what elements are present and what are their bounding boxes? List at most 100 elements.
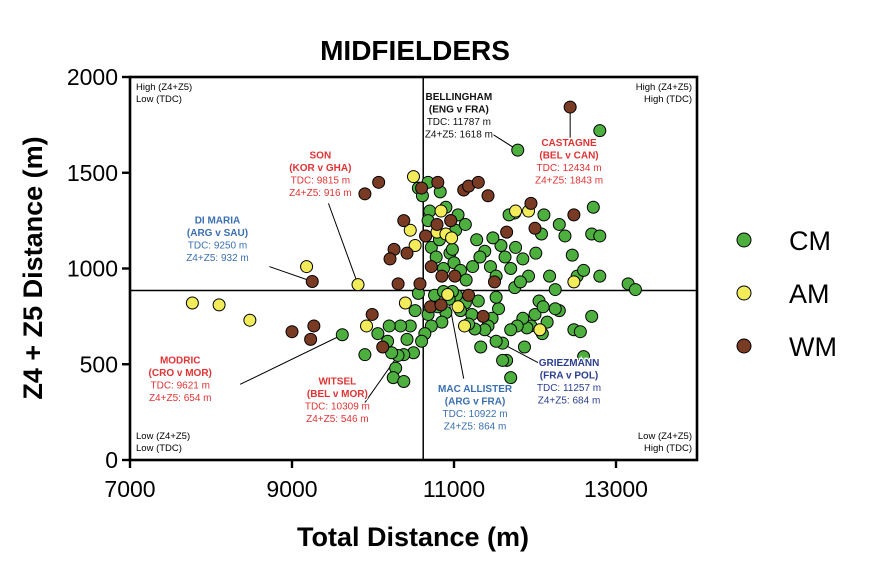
annotation-macallister: TDC: 10922 m	[443, 409, 508, 420]
point-wm	[424, 300, 438, 314]
point-am	[360, 319, 374, 333]
annotation-bellingham: TDC: 11787 m	[427, 117, 491, 128]
point-cm	[486, 231, 500, 245]
point-am	[212, 298, 226, 312]
y-axis-label: Z4 + Z5 Distance (m)	[18, 136, 48, 399]
point-am	[243, 313, 257, 327]
point-wm	[413, 277, 427, 291]
point-am	[451, 300, 465, 314]
point-cm	[474, 340, 488, 354]
point-am	[567, 275, 581, 289]
point-wm	[391, 277, 405, 291]
point-cm	[537, 208, 551, 222]
annotation-witsel: Z4+Z5: 546 m	[306, 414, 369, 425]
annotation-castagne: Z4+Z5: 1843 m	[535, 175, 603, 186]
point-wm	[444, 214, 458, 228]
point-am	[509, 204, 523, 218]
x-tick-label: 7000	[104, 476, 155, 502]
point-am	[445, 231, 459, 245]
quadrant-label-bottom-right: High (TDC)	[644, 443, 692, 454]
point-wm	[376, 340, 390, 354]
point-cm	[498, 250, 512, 264]
data-points	[185, 100, 642, 388]
point-cm	[504, 262, 518, 275]
point-wm	[415, 181, 429, 195]
point-cm	[397, 374, 411, 388]
point-cm	[558, 229, 572, 243]
y-tick-label: 500	[80, 351, 118, 377]
quadrant-label-top-left: High (Z4+Z5)	[136, 82, 192, 93]
point-cm	[586, 200, 600, 214]
point-am	[351, 278, 365, 292]
leader-line-modric	[239, 334, 343, 385]
annotation-dimaria: (ARG v SAU)	[187, 228, 248, 239]
point-cm	[358, 348, 372, 362]
point-cm	[593, 124, 607, 138]
quadrant-label-top-right: High (Z4+Z5)	[636, 82, 692, 93]
legend-label-wm: WM	[789, 332, 837, 362]
point-wm	[365, 307, 379, 321]
legend-marker-cm	[736, 232, 752, 248]
annotation-modric: (CRO v MOR)	[149, 368, 212, 379]
point-wm	[500, 225, 514, 239]
annotation-labels: BELLINGHAM(ENG v FRA)TDC: 11787 mZ4+Z5: …	[147, 91, 604, 434]
leader-line-son	[327, 203, 359, 285]
x-tick-label: 13000	[584, 476, 648, 502]
point-am	[185, 296, 199, 310]
point-wm	[358, 187, 372, 201]
point-cm	[509, 240, 523, 254]
annotation-son: (KOR v GHA)	[289, 163, 351, 174]
point-wm	[307, 319, 321, 333]
point-wm	[305, 275, 319, 289]
y-axis-ticks: 0 500 1000 1500 2000	[67, 64, 130, 473]
point-cm	[511, 143, 525, 157]
point-wm	[400, 246, 414, 260]
point-wm	[481, 189, 495, 203]
point-am	[441, 288, 455, 302]
annotation-modric: Z4+Z5: 654 m	[149, 393, 212, 404]
quadrant-label-bottom-left: Low (Z4+Z5)	[136, 431, 190, 442]
point-wm	[462, 288, 476, 302]
annotation-witsel: WITSEL	[318, 376, 356, 387]
point-wm	[448, 269, 462, 283]
annotation-castagne: TDC: 12434 m	[537, 163, 602, 174]
point-cm	[400, 332, 414, 346]
point-cm	[577, 350, 591, 364]
point-cm	[513, 275, 527, 289]
annotation-griezmann: TDC: 11257 m	[537, 383, 601, 394]
legend: CM AM WM	[736, 226, 837, 362]
point-am	[407, 170, 420, 184]
point-wm	[430, 217, 444, 231]
annotation-griezmann: (FRA v POL)	[540, 371, 599, 382]
annotation-macallister: MAC ALLISTER	[438, 384, 513, 395]
annotation-witsel: TDC: 10309 m	[305, 401, 370, 412]
point-cm	[593, 269, 607, 283]
point-wm	[434, 298, 448, 312]
annotation-castagne: CASTAGNE	[541, 138, 597, 149]
point-cm	[483, 260, 497, 274]
annotation-macallister: (ARG v FRA)	[445, 397, 506, 408]
x-tick-label: 9000	[266, 476, 317, 502]
point-cm	[496, 353, 510, 367]
point-am	[408, 239, 422, 253]
point-wm	[476, 309, 490, 323]
point-cm	[565, 248, 579, 262]
point-wm	[372, 175, 386, 189]
point-cm	[577, 263, 591, 277]
point-cm	[628, 283, 642, 297]
point-wm	[419, 229, 433, 243]
point-wm	[435, 269, 449, 283]
annotation-son: SON	[310, 150, 332, 161]
point-wm	[304, 332, 318, 346]
point-cm	[573, 325, 587, 339]
annotation-modric: MODRIC	[160, 355, 201, 366]
plot-frame	[128, 75, 699, 462]
point-cm	[494, 239, 508, 253]
legend-marker-wm	[736, 338, 752, 354]
point-cm	[504, 371, 518, 385]
point-wm	[524, 196, 538, 210]
annotation-witsel: (BEL v MOR)	[307, 389, 368, 400]
x-axis-ticks: 7000 9000 11000 13000	[104, 460, 648, 502]
legend-label-am: AM	[789, 279, 830, 309]
